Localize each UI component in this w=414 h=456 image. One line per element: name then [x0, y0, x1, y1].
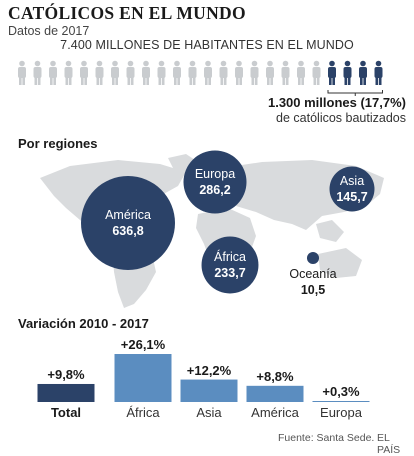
brand-label: EL PAÍS — [377, 432, 401, 456]
catholic-person-icon — [343, 60, 352, 85]
bubble-oceania — [306, 251, 320, 265]
person-icon — [111, 60, 119, 85]
bar-label-america: América — [251, 405, 299, 420]
person-icon — [281, 60, 290, 85]
bar-label-africa: África — [126, 405, 160, 420]
person-icon — [219, 60, 228, 85]
bubble-label-oceania: Oceanía — [289, 267, 337, 281]
person-icon — [204, 60, 212, 85]
bubble-africa — [201, 236, 259, 294]
person-icon — [80, 60, 88, 85]
bar-value-asia: +12,2% — [186, 362, 232, 378]
bubble-label-europa: Europa — [194, 167, 236, 181]
person-icon — [126, 60, 135, 85]
catholic-person-icon — [359, 60, 367, 85]
person-icon — [33, 60, 42, 85]
person-icon — [266, 60, 274, 85]
bar-america — [246, 385, 304, 402]
bar-label-total: Total — [50, 405, 82, 420]
variation-bars — [37, 354, 370, 402]
catholic-count: 1.300 millones (17,7%) — [267, 95, 406, 110]
source-note: Fuente: Santa Sede. — [278, 432, 375, 444]
person-icon — [95, 60, 104, 85]
person-icon — [142, 60, 150, 85]
bar-value-africa: +26,1% — [120, 337, 166, 352]
bar-africa — [114, 354, 172, 402]
bar-value-america: +8,8% — [256, 368, 294, 384]
catholic-description: de católicos bautizados — [276, 111, 406, 125]
bar-value-total: +9,8% — [47, 366, 85, 382]
people-row — [18, 60, 383, 96]
person-icon — [157, 60, 166, 85]
person-icon — [235, 60, 243, 85]
bubble-label-america: América — [105, 208, 151, 222]
bubble-europa — [183, 150, 247, 214]
person-icon — [49, 60, 57, 85]
bar-value-europa: +0,3% — [322, 384, 360, 399]
bubble-label-asia: Asia — [339, 174, 365, 188]
bubble-asia — [329, 166, 375, 212]
catholic-person-icon — [328, 60, 336, 85]
person-icon — [297, 60, 305, 85]
bubble-value-africa: 233,7 — [214, 266, 246, 280]
world-population-label: 7.400 MILLONES DE HABITANTES EN EL MUNDO — [60, 38, 354, 52]
variation-heading: Variación 2010 - 2017 — [18, 316, 149, 331]
bar-asia — [180, 379, 238, 402]
bar-label-asia: Asia — [196, 405, 222, 420]
bar-label-europa: Europa — [320, 405, 362, 420]
bubble-value-europa: 286,2 — [199, 183, 231, 197]
bubble-label-africa: África — [214, 250, 246, 264]
person-icon — [18, 60, 26, 85]
catholic-bracket — [327, 90, 383, 96]
bar-total — [37, 383, 95, 402]
person-icon — [250, 60, 259, 85]
chart-subtitle: Datos de 2017 — [8, 24, 90, 38]
bar-europa — [312, 401, 370, 402]
person-icon — [173, 60, 181, 85]
regions-heading: Por regiones — [18, 136, 98, 151]
region-bubbles — [81, 150, 375, 294]
bubble-value-oceania: 10,5 — [300, 283, 326, 297]
person-icon — [188, 60, 197, 85]
chart-title: CATÓLICOS EN EL MUNDO — [8, 3, 246, 23]
catholic-person-icon — [374, 60, 383, 85]
bubble-value-asia: 145,7 — [336, 190, 368, 204]
person-icon — [312, 60, 321, 85]
bubble-value-america: 636,8 — [112, 224, 144, 238]
bubble-america — [81, 176, 175, 270]
person-icon — [64, 60, 73, 85]
